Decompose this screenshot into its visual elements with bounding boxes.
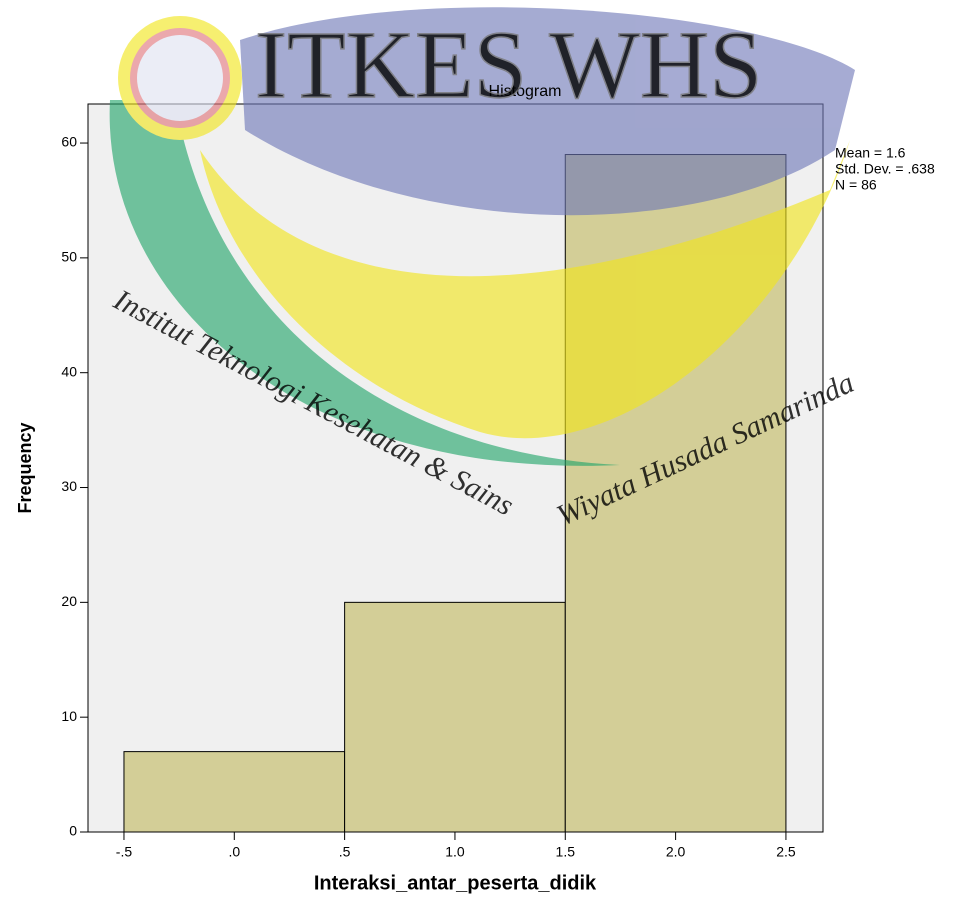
y-tick-label: 50 [61,249,77,265]
watermark [109,7,855,466]
stats-annotation: N = 86 [835,177,877,193]
watermark-shape [200,140,850,439]
x-tick-label: 2.5 [776,844,796,860]
y-axis-label: Frequency [15,422,35,513]
x-axis-label: Interaksi_antar_peserta_didik [314,872,597,894]
x-tick-label: 1.5 [556,844,576,860]
y-tick-label: 30 [61,478,77,494]
y-tick-label: 0 [69,823,77,839]
x-tick-label: .5 [339,844,351,860]
watermark-shape [240,7,855,216]
x-tick-label: .0 [228,844,240,860]
logo-globe [137,35,223,121]
y-tick-label: 20 [61,593,77,609]
watermark-logo-text: ITKES WHS [255,11,763,118]
y-tick-label: 40 [61,363,77,379]
chart-title: Histogram [489,83,562,100]
y-tick-label: 10 [61,708,77,724]
y-tick-label: 60 [61,134,77,150]
bar [123,751,346,833]
x-tick-label: -.5 [116,844,133,860]
stats-annotation: Std. Dev. = .638 [835,161,935,177]
stats-annotation: Mean = 1.6 [835,145,906,161]
bar [344,601,566,833]
x-tick-label: 1.0 [445,844,465,860]
x-tick-label: 2.0 [666,844,686,860]
